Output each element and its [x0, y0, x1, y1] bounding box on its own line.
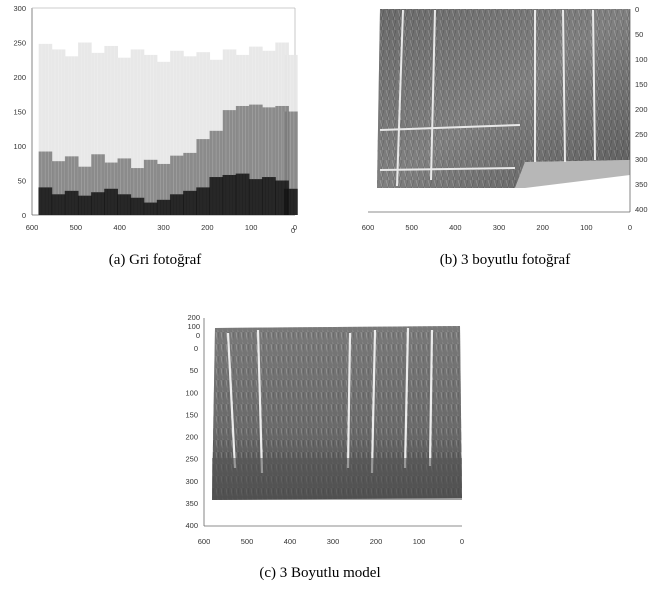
strip-s1-8: [143, 159, 158, 215]
x-tick-2: 400: [449, 223, 462, 232]
x-tick-4: 200: [201, 223, 214, 232]
x-tick-6: 0: [460, 537, 464, 546]
y-tick-2: 100: [635, 55, 648, 64]
strip-s2-12: [196, 187, 211, 215]
3d-model-plot: 600 500 400 300 200 100 0 05010015020025030035…: [185, 313, 464, 546]
surface-strips: [38, 42, 298, 216]
y-tick-7: 350: [185, 499, 198, 508]
x-tick-5: 100: [245, 223, 258, 232]
y-tick-1: 50: [18, 177, 26, 186]
strip-s2-10: [170, 194, 184, 215]
strip-s2-16: [248, 179, 263, 215]
y-tick-6: 300: [635, 155, 648, 164]
z-tick-1: 100: [187, 322, 200, 331]
floor-region: [515, 160, 630, 188]
x-tick-6: 0: [293, 223, 297, 232]
y-tick-8: 400: [635, 205, 648, 214]
y-tick-3: 150: [635, 80, 648, 89]
x-tick-4: 200: [536, 223, 549, 232]
y-tick-0: 0: [22, 211, 26, 220]
strip-s2-17: [262, 177, 276, 215]
y-tick-1: 50: [635, 30, 643, 39]
y-tick-2: 100: [13, 142, 26, 151]
x-tick-3: 300: [157, 223, 170, 232]
y-tick-7: 350: [635, 180, 648, 189]
y-tick-5: 250: [13, 39, 26, 48]
x-tick-4: 200: [370, 537, 383, 546]
strip-s2-15: [235, 173, 250, 215]
x-tick-0: 600: [362, 223, 375, 232]
y-tick-8: 400: [185, 521, 198, 530]
y-tick-3: 150: [185, 410, 198, 419]
strip-s2-5: [104, 188, 118, 215]
y-tick-labels: 0 50 100 150 200 250 300: [13, 4, 26, 220]
photo-shading: [377, 9, 630, 188]
strip-s2-11: [183, 190, 197, 215]
x-tick-labels: 600 500 400 300 200 100 0: [26, 223, 297, 232]
z-tick-0: 200: [187, 313, 200, 322]
y-tick-labels: 0 50 100 150 200 250 300 350 400: [185, 344, 198, 530]
strip-s2-14: [222, 174, 237, 215]
x-end-label: 0: [291, 226, 295, 235]
y-tick-3: 150: [13, 108, 26, 117]
strip-s2-9: [156, 199, 171, 215]
caption-a: (a) Gri fotoğraf: [108, 252, 202, 268]
y-tick-2: 100: [185, 388, 198, 397]
strip-s2-19: [284, 188, 298, 215]
strip-s2-6: [117, 194, 132, 215]
y-tick-5: 250: [185, 455, 198, 464]
figure-a: 600 500 400 300 200 100 0 0 50 100 150 200 250 300 0: [0, 0, 310, 240]
x-tick-5: 100: [580, 223, 593, 232]
strip-s2-0: [38, 187, 53, 215]
y-tick-1: 50: [190, 366, 198, 375]
model-base: [212, 458, 462, 500]
x-tick-labels: 600 500 400 300 200 100 0: [362, 223, 632, 232]
caption-c: (c) 3 Boyutlu model: [259, 565, 381, 581]
3d-photo-plot: 600 500 400 300 200 100 0 0 50 100 150 200 250 300 35…: [362, 5, 648, 232]
y-tick-labels: 0 50 100 150 200 250 300 350 400: [635, 5, 648, 214]
strip-s2-2: [64, 190, 79, 215]
strip-s2-4: [91, 192, 105, 215]
y-tick-6: 300: [13, 4, 26, 13]
x-tick-1: 500: [405, 223, 418, 232]
y-tick-0: 0: [635, 5, 639, 14]
x-tick-2: 400: [113, 223, 126, 232]
model-frames: [226, 327, 434, 474]
window-frames: [379, 9, 596, 187]
z-tick-2: 0: [196, 331, 200, 340]
y-tick-4: 200: [13, 73, 26, 82]
y-tick-0: 0: [194, 344, 198, 353]
y-tick-5: 250: [635, 130, 648, 139]
x-tick-2: 400: [284, 537, 297, 546]
x-tick-5: 100: [413, 537, 426, 546]
strip-s2-3: [78, 195, 92, 215]
x-tick-0: 600: [26, 223, 39, 232]
figure-b: 600 500 400 300 200 100 0 0 50 100 150 200 250 300 35…: [355, 0, 648, 240]
figure-c: 600 500 400 300 200 100 0 0 50 100 150 200 250 300 35…: [160, 308, 480, 553]
strip-s2-13: [209, 177, 224, 215]
x-tick-3: 300: [493, 223, 506, 232]
x-tick-0: 600: [198, 537, 211, 546]
x-tick-1: 500: [241, 537, 254, 546]
model-shading: [212, 326, 462, 500]
x-tick-labels: 600 500 400 300 200 100 0: [198, 537, 464, 546]
strip-s2-8: [143, 202, 158, 215]
y-tick-4: 200: [185, 433, 198, 442]
x-tick-1: 500: [70, 223, 83, 232]
y-tick-6: 300: [185, 477, 198, 486]
gray-photo-plot: 600 500 400 300 200 100 0 0 50 100 150 200 250 300 0: [13, 4, 298, 235]
strip-s2-1: [51, 194, 66, 215]
y-tick-4: 200: [635, 105, 648, 114]
strip-s2-7: [130, 197, 145, 215]
x-tick-3: 300: [327, 537, 340, 546]
caption-b: (b) 3 boyutlu fotoğraf: [439, 252, 571, 268]
x-tick-6: 0: [628, 223, 632, 232]
